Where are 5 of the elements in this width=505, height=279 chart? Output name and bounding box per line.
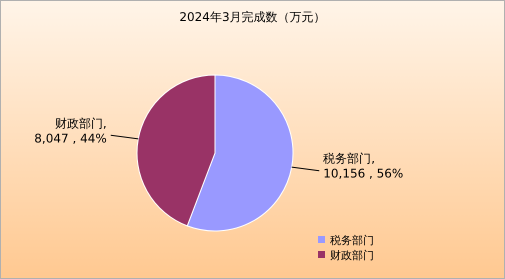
legend-label: 财政部门 bbox=[330, 249, 374, 262]
data-label: 财政部门, 8,047 , 44% bbox=[34, 116, 107, 146]
slice-label: 税务部门 bbox=[330, 234, 374, 247]
data-label: 税务部门, 10,156 , 56% bbox=[323, 152, 404, 181]
chart-title: 2024年3月完成数（万元） bbox=[179, 10, 326, 24]
